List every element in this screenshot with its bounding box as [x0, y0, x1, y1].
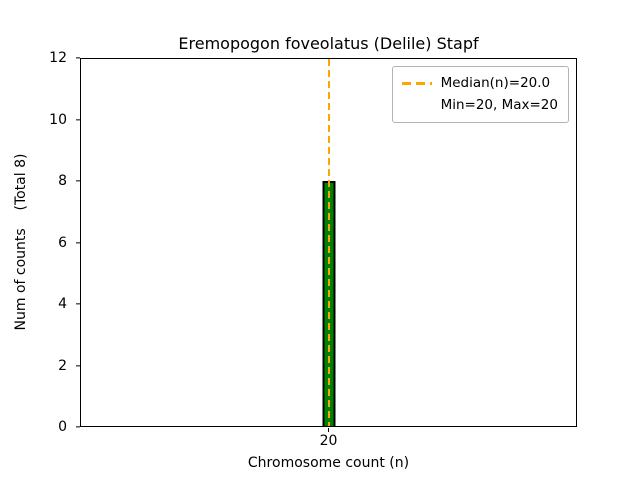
- legend-row-median: Median(n)=20.0: [401, 73, 558, 95]
- y-tick-label: 6: [58, 234, 67, 251]
- y-tick-mark: [76, 57, 80, 59]
- x-axis-label: Chromosome count (n): [247, 455, 410, 471]
- y-tick-mark: [76, 180, 80, 182]
- y-tick-label: 8: [58, 173, 67, 189]
- y-tick-mark: [76, 303, 80, 305]
- y-axis-ticks: 0 2 4 6 8 10 12: [0, 50, 80, 435]
- y-tick-label: 0: [58, 419, 67, 435]
- y-tick-label: 4: [58, 296, 67, 312]
- y-tick-label: 2: [58, 357, 67, 374]
- y-tick-mark: [76, 118, 80, 121]
- x-tick-mark: [328, 428, 330, 432]
- chart-title: Eremopogon foveolatus (Delile) Stapf: [178, 34, 479, 53]
- y-tick-mark: [76, 364, 80, 367]
- legend-row-minmax: Min=20, Max=20: [402, 95, 558, 117]
- legend-median-label: Median(n)=20.0: [440, 75, 551, 91]
- median-dashed-line-swatch: [401, 82, 432, 86]
- plot-area: Median(n)=20.0 Min=20, Max=20: [80, 58, 577, 427]
- legend: Median(n)=20.0 Min=20, Max=20: [391, 66, 569, 124]
- y-tick-label: 12: [49, 50, 67, 66]
- legend-minmax-label: Min=20, Max=20: [440, 96, 558, 113]
- legend-swatch-blank: [402, 104, 432, 107]
- median-line: [327, 59, 330, 426]
- x-tick-label: 20: [319, 433, 338, 449]
- y-tick-mark: [76, 426, 80, 428]
- y-tick-mark: [76, 241, 80, 244]
- y-tick-label: 10: [49, 111, 67, 128]
